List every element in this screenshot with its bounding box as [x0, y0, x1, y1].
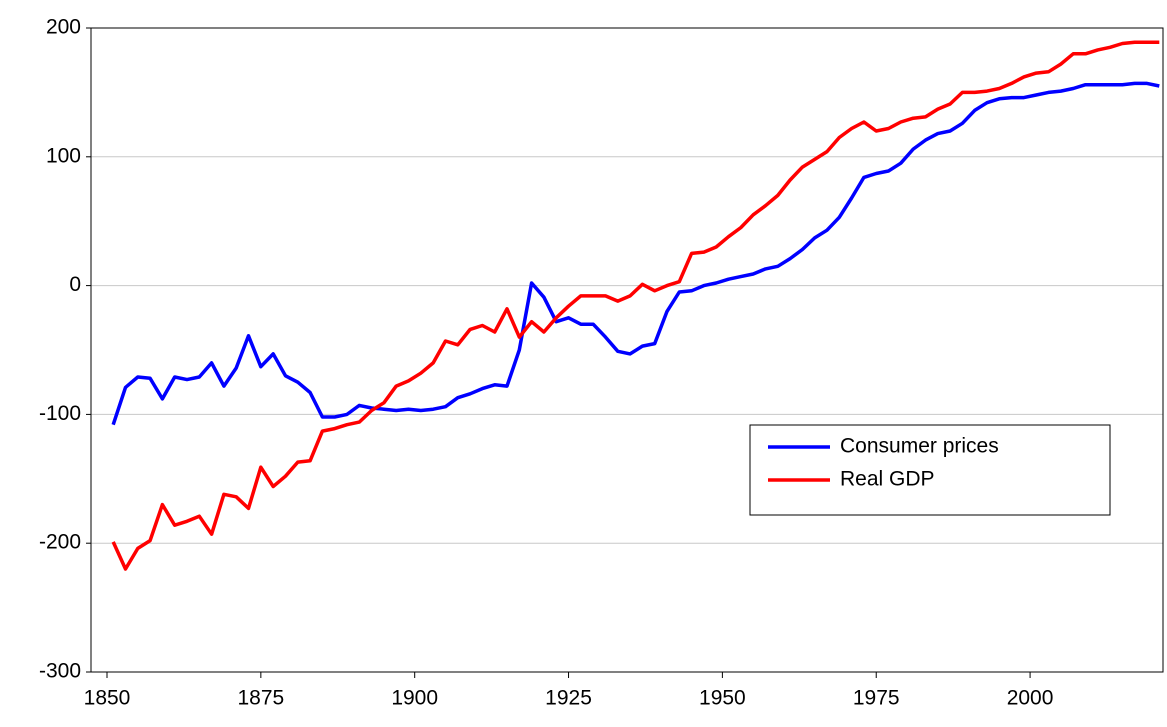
- legend-box: [749, 424, 1111, 516]
- series-line: [111, 81, 1160, 426]
- x-tick-label: 1950: [699, 687, 746, 710]
- y-tick-label: -200: [39, 531, 81, 554]
- x-tick-label: 1875: [237, 687, 284, 710]
- x-tick-label: 2000: [1007, 687, 1054, 710]
- legend-label: Consumer prices: [840, 435, 999, 458]
- y-tick-label: 200: [46, 16, 81, 39]
- x-tick-label: 1850: [84, 687, 131, 710]
- series-line: [111, 40, 1160, 571]
- y-tick-label: 100: [46, 144, 81, 167]
- y-tick-label: 0: [69, 273, 81, 296]
- y-tick-label: -300: [39, 660, 81, 683]
- y-tick-label: -100: [39, 402, 81, 425]
- x-tick-label: 1975: [853, 687, 900, 710]
- x-tick-label: 1900: [391, 687, 438, 710]
- legend: Consumer prices Real GDP: [749, 424, 1111, 516]
- plot-frame: [90, 27, 1164, 673]
- legend-label: Real GDP: [840, 468, 935, 491]
- x-tick-label: 1925: [545, 687, 592, 710]
